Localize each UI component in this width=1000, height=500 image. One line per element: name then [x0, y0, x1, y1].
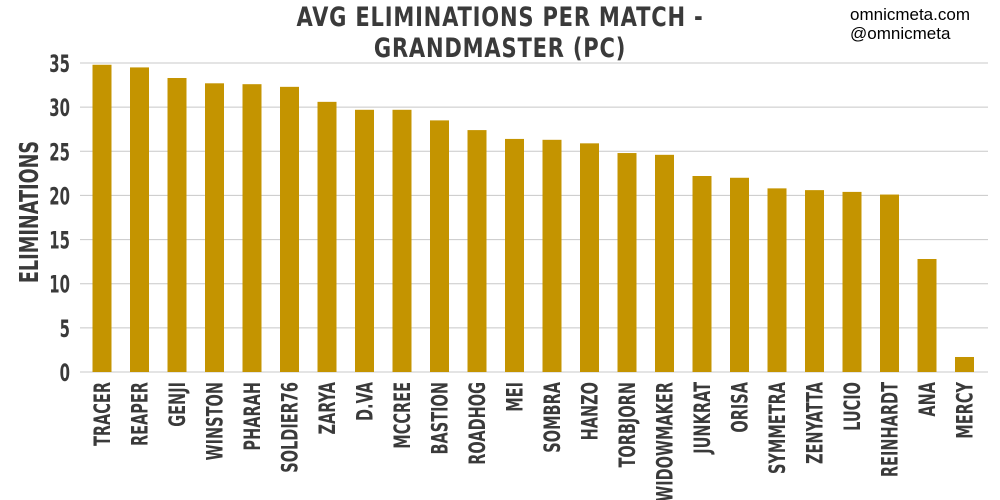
bar-mei: [505, 138, 524, 372]
x-tick-label: GENJI: [166, 382, 191, 427]
bar-orisa: [730, 177, 749, 372]
x-tick-label: ORISA: [729, 382, 754, 433]
bar-roadhog: [467, 130, 487, 372]
x-tick-label: BASTION: [429, 382, 454, 455]
x-tick-label: ANA: [916, 382, 941, 417]
bar-dva: [355, 109, 374, 372]
bar-genji: [167, 78, 187, 372]
x-tick-label: MERCY: [954, 382, 979, 439]
x-tick-label: JUNKRAT: [691, 382, 716, 456]
y-tick-label: 20: [49, 182, 70, 211]
y-tick-label: 30: [49, 93, 70, 122]
watermark: omnicmeta.com @omnicmeta: [850, 5, 970, 43]
bar-sombra: [542, 139, 562, 372]
watermark-handle: @omnicmeta: [850, 24, 951, 43]
x-tick-label: ZARYA: [316, 382, 341, 435]
bar-torbjorn: [617, 153, 637, 372]
gridlines: [80, 62, 988, 373]
bar-zenyatta: [805, 190, 824, 372]
y-tick-label: 35: [49, 49, 70, 78]
y-tick-label: 0: [60, 358, 70, 387]
bar-widowmaker: [655, 154, 674, 372]
bar-hanzo: [580, 143, 599, 372]
bar-reaper: [130, 67, 149, 373]
x-tick-label: MCCREE: [391, 382, 416, 449]
y-tick-label: 15: [49, 226, 70, 255]
bar-ana: [917, 258, 937, 372]
bar-zarya: [317, 101, 337, 373]
bars: [92, 64, 974, 373]
x-tick-label: WINSTON: [204, 382, 229, 460]
bar-symmetra: [767, 188, 787, 372]
x-tick-label: TRACER: [91, 382, 116, 446]
y-tick-label: 5: [60, 314, 70, 343]
bar-mercy: [955, 356, 974, 372]
x-tick-label: ROADHOG: [466, 382, 491, 465]
chart-title: AVG ELIMINATIONS PER MATCH - GRANDMASTER…: [296, 2, 704, 64]
x-tick-label: WIDOWMAKER: [654, 382, 679, 500]
bar-soldier76: [280, 86, 299, 372]
bar-mccree: [392, 109, 412, 372]
x-tick-label: SYMMETRA: [766, 382, 791, 474]
y-axis-label: ELIMINATIONS: [15, 141, 45, 283]
x-axis-ticks: TRACER REAPER GENJI WINSTON PHARAH SOLDIER76 Z…: [91, 382, 978, 500]
bar-bastion: [430, 120, 449, 372]
y-tick-label: 25: [49, 137, 70, 166]
x-tick-label: ZENYATTA: [804, 382, 829, 464]
bar-junkrat: [692, 176, 712, 372]
x-tick-label: LUCIO: [841, 382, 866, 431]
bar-tracer: [92, 64, 112, 372]
watermark-site: omnicmeta.com: [850, 5, 970, 24]
x-tick-label: HANZO: [579, 382, 604, 440]
x-tick-label: REINHARDT: [879, 382, 904, 477]
x-tick-label: REAPER: [129, 382, 154, 446]
y-tick-label: 10: [49, 270, 70, 299]
x-tick-label: PHARAH: [241, 382, 266, 451]
x-tick-label: MEI: [504, 382, 529, 412]
bar-reinhardt: [880, 194, 899, 372]
x-tick-label: TORBJORN: [616, 382, 641, 468]
bar-lucio: [842, 191, 862, 372]
x-tick-label: SOMBRA: [541, 382, 566, 453]
y-axis-ticks: 0 5 10 15 20 25 30 35: [49, 49, 70, 387]
bar-winston: [205, 83, 224, 372]
bar-pharah: [242, 84, 262, 372]
x-tick-label: SOLDIER76: [279, 382, 304, 473]
x-tick-label: D.VA: [354, 382, 379, 421]
